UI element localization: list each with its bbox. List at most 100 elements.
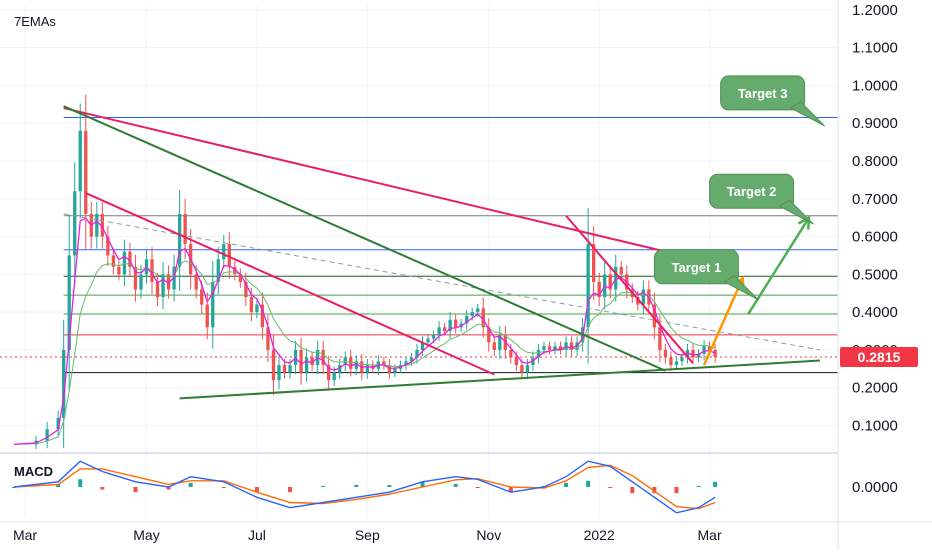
y-tick-label: 1.0000 xyxy=(852,77,898,94)
macd-histogram-bar xyxy=(254,487,259,493)
x-tick-label: 2022 xyxy=(584,527,615,543)
y-tick-label: 0.6000 xyxy=(852,229,898,246)
x-tick-label: Sep xyxy=(355,527,380,543)
macd-histogram-bar xyxy=(188,482,193,487)
candle-body xyxy=(205,304,209,328)
candle-body xyxy=(161,274,165,298)
candle-body xyxy=(310,357,314,366)
target-callout: Target 3 xyxy=(720,75,825,127)
candle-body xyxy=(569,342,574,350)
candle-body xyxy=(194,274,198,290)
macd-histogram-bar xyxy=(420,481,425,487)
candle-body xyxy=(338,365,342,373)
candle-body xyxy=(592,244,596,282)
candle-body xyxy=(476,308,480,313)
candle-body xyxy=(420,342,425,350)
candle-body xyxy=(492,342,496,350)
candle-body xyxy=(465,315,469,324)
candle-body xyxy=(128,251,132,267)
candle-body xyxy=(100,213,104,237)
trend-lines xyxy=(63,105,821,400)
x-tick-label: Jul xyxy=(248,527,266,543)
candle-body xyxy=(514,357,519,366)
candle-body xyxy=(525,365,530,373)
macd-histogram-bar xyxy=(508,487,513,493)
candle-body xyxy=(415,349,419,358)
candle-body xyxy=(249,297,254,313)
candle-body xyxy=(426,338,430,343)
macd-histogram-bar xyxy=(56,484,61,487)
x-tick-label: Mar xyxy=(13,527,37,543)
candle-body xyxy=(299,349,303,373)
panel-separator xyxy=(0,452,838,454)
macd-histogram-bar xyxy=(354,484,359,487)
candle-body xyxy=(652,304,657,328)
candle-body xyxy=(266,327,270,350)
candle-body xyxy=(84,130,88,214)
candle-body xyxy=(542,346,546,350)
candle-body xyxy=(437,327,441,335)
candle-body xyxy=(431,334,436,339)
macd-histogram-bar xyxy=(453,483,458,487)
candle-body xyxy=(67,255,71,350)
candle-body xyxy=(382,361,386,366)
macd-histogram-bar xyxy=(652,487,657,494)
candle-body xyxy=(498,334,502,350)
candle-body xyxy=(177,213,182,267)
candle-body xyxy=(332,372,336,381)
candle-body xyxy=(691,349,695,358)
last-price-tag: 0.2815 xyxy=(840,346,918,367)
macd-histogram-bar xyxy=(674,487,679,494)
candle-body xyxy=(547,346,552,350)
macd-histogram-bar xyxy=(321,485,326,487)
candle-body xyxy=(183,213,187,245)
trend-line xyxy=(85,192,495,376)
y-tick-label: 0.7000 xyxy=(852,191,898,208)
trend-line xyxy=(179,359,821,400)
y-tick-label: 0.1000 xyxy=(852,418,898,435)
candle-body xyxy=(172,266,176,290)
candle-body xyxy=(663,349,668,358)
candle-body xyxy=(78,130,82,192)
candle-body xyxy=(614,266,618,290)
macd-signal-line xyxy=(13,464,716,510)
candle-body xyxy=(354,361,358,369)
target-pointer xyxy=(723,275,759,301)
target-pointer xyxy=(789,101,825,127)
candle-body xyxy=(327,365,331,381)
macd-title: MACD xyxy=(14,464,53,479)
candle-body xyxy=(558,346,563,350)
ema-lines xyxy=(13,217,716,446)
target-label: Target 2 xyxy=(727,184,777,199)
macd-histogram-bar xyxy=(133,487,138,493)
indicator-label: 7EMAs xyxy=(14,14,56,29)
x-tick-label: Mar xyxy=(698,527,722,543)
candle-body xyxy=(200,289,204,305)
candle-body xyxy=(111,255,116,267)
candle-body xyxy=(404,361,408,366)
target-callout: Target 2 xyxy=(709,173,814,225)
candle-body xyxy=(442,327,447,332)
y-tick-label: 0.4000 xyxy=(852,304,898,321)
candle-body xyxy=(520,365,524,373)
candle-body xyxy=(117,266,121,275)
y-tick-label: 0.8000 xyxy=(852,153,898,170)
macd-histogram-bar xyxy=(100,487,105,490)
candle-body xyxy=(73,191,77,256)
last-price-bg xyxy=(840,346,918,367)
target-callout: Target 1 xyxy=(653,249,759,301)
y-tick-label: 1.1000 xyxy=(852,40,898,57)
candle-body xyxy=(636,297,640,305)
candle-body xyxy=(277,365,281,381)
target-pointer xyxy=(778,199,814,225)
candle-body xyxy=(166,274,171,290)
macd-histogram-bar xyxy=(586,480,591,487)
macd-y-tick-label: 0.0000 xyxy=(852,479,898,496)
candle-body xyxy=(211,281,215,328)
candle-body xyxy=(393,368,397,373)
candle-body xyxy=(321,349,325,366)
macd-histogram-bar xyxy=(564,482,569,487)
candle-body xyxy=(133,266,138,290)
